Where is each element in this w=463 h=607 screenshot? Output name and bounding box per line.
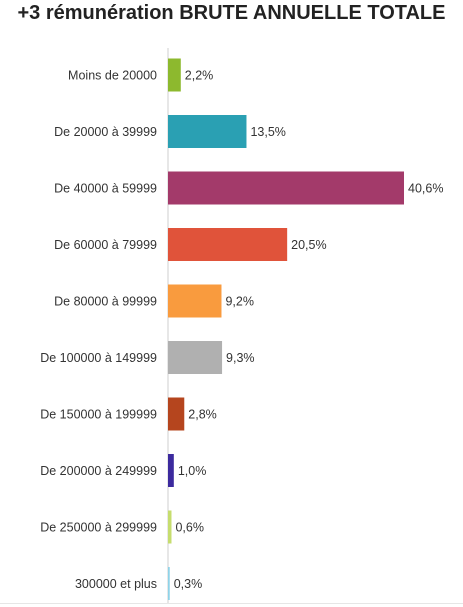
- category-label-2: De 20000 à 39999: [54, 125, 157, 139]
- value-label-4: 20,5%: [291, 238, 326, 252]
- bar-9: [168, 510, 172, 544]
- category-label-3: De 40000 à 59999: [54, 182, 157, 196]
- category-label-1: Moins de 20000: [68, 69, 157, 83]
- bar-8: [168, 454, 174, 487]
- bar-2: [168, 115, 247, 148]
- value-label-6: 9,3%: [226, 351, 255, 365]
- chart-title: +3 rémunération BRUTE ANNUELLE TOTALE: [17, 2, 446, 24]
- category-label-8: De 200000 à 249999: [40, 464, 157, 478]
- bar-3: [168, 171, 404, 205]
- category-label-6: De 100000 à 149999: [40, 351, 157, 365]
- value-label-5: 9,2%: [225, 295, 254, 309]
- value-label-8: 1,0%: [178, 464, 207, 478]
- value-label-10: 0,3%: [174, 577, 203, 591]
- value-label-1: 2,2%: [185, 69, 214, 83]
- category-label-7: De 150000 à 199999: [40, 408, 157, 422]
- bars-group: Moins de 20000 2,2% De 20000 à 39999 13,5% D…: [40, 58, 443, 600]
- category-label-5: De 80000 à 99999: [54, 295, 157, 309]
- category-label-4: De 60000 à 79999: [54, 238, 157, 252]
- bar-4: [168, 228, 288, 261]
- value-label-7: 2,8%: [188, 408, 217, 422]
- category-label-9: De 250000 à 299999: [40, 521, 157, 535]
- value-label-9: 0,6%: [175, 521, 204, 535]
- bar-1: [168, 58, 181, 92]
- value-label-2: 13,5%: [250, 125, 285, 139]
- value-label-3: 40,6%: [408, 182, 443, 196]
- bar-6: [168, 341, 223, 374]
- bar-5: [168, 284, 222, 318]
- bar-10: [168, 567, 170, 600]
- category-label-10: 300000 et plus: [75, 577, 157, 591]
- bar-7: [168, 397, 185, 431]
- bottom-divider: [0, 603, 463, 604]
